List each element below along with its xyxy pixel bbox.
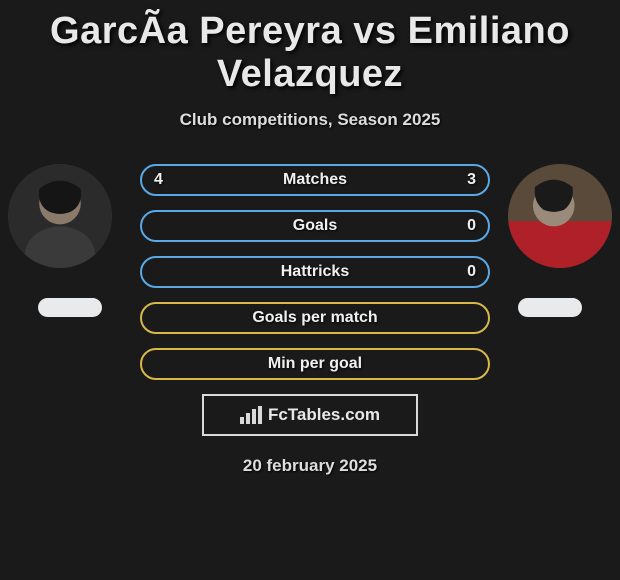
- stat-right-value: 3: [467, 171, 476, 189]
- stat-bar: Min per goal: [140, 348, 490, 380]
- stat-bar: Matches 4 3: [140, 164, 490, 196]
- stat-right-value: 0: [467, 263, 476, 281]
- comparison-arena: Matches 4 3 Goals 0 Hattricks 0 Goals per match…: [0, 164, 620, 380]
- stat-bar: Hattricks 0: [140, 256, 490, 288]
- stat-label: Goals per match: [252, 309, 377, 327]
- subtitle: Club competitions, Season 2025: [0, 110, 620, 130]
- stat-bar: Goals 0: [140, 210, 490, 242]
- right-player-flag: [518, 298, 582, 317]
- stat-bar: Goals per match: [140, 302, 490, 334]
- right-player-avatar: [508, 164, 612, 268]
- stat-bars: Matches 4 3 Goals 0 Hattricks 0 Goals per match…: [140, 164, 490, 380]
- bar-chart-icon: [240, 406, 262, 424]
- left-player-avatar: [8, 164, 112, 268]
- page-title: GarcÃ­a Pereyra vs Emiliano Velazquez: [0, 0, 620, 96]
- stat-label: Min per goal: [268, 355, 362, 373]
- left-player-flag: [38, 298, 102, 317]
- avatar-placeholder-icon: [508, 164, 612, 268]
- brand-text: FcTables.com: [268, 405, 380, 425]
- stat-right-value: 0: [467, 217, 476, 235]
- avatar-placeholder-icon: [8, 164, 112, 268]
- stat-label: Hattricks: [281, 263, 349, 281]
- brand-badge: FcTables.com: [202, 394, 418, 436]
- stat-label: Goals: [293, 217, 337, 235]
- stat-label: Matches: [283, 171, 347, 189]
- date-label: 20 february 2025: [0, 456, 620, 476]
- stat-left-value: 4: [154, 171, 163, 189]
